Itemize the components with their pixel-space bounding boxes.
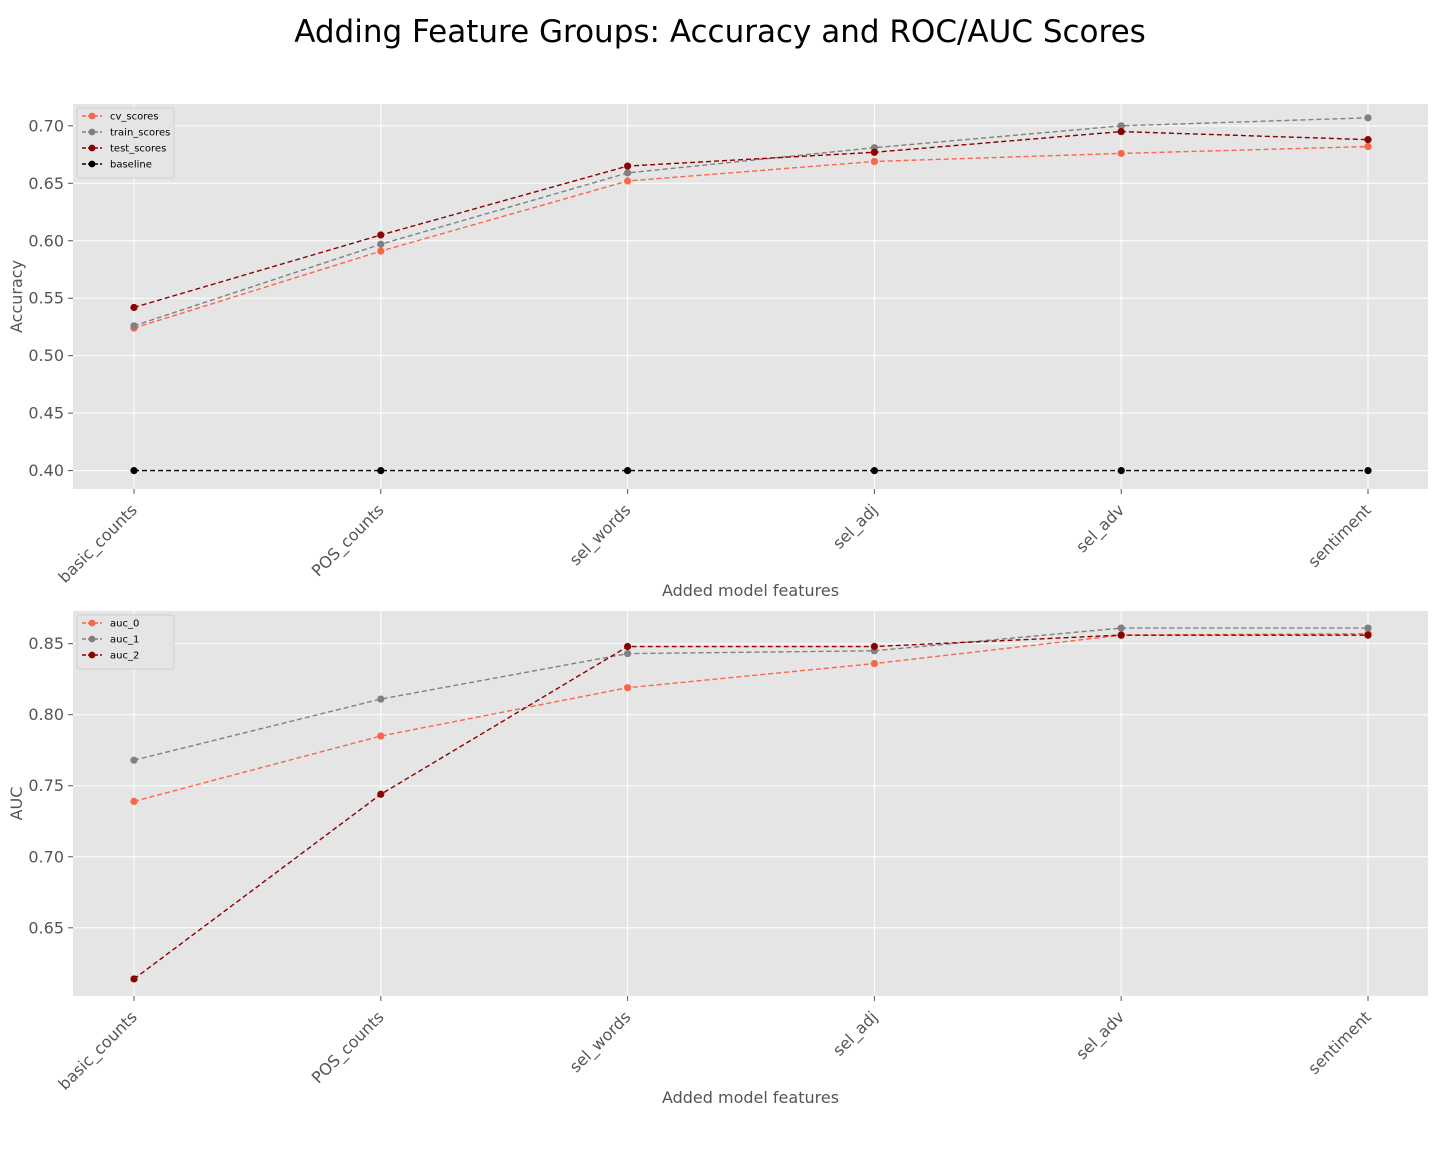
legend-label-cv_scores: cv_scores — [110, 112, 159, 123]
data-point-baseline — [870, 467, 879, 475]
data-point-auc_1 — [1364, 624, 1372, 632]
data-point-auc_2 — [377, 790, 385, 798]
x-tick-label: sentiment — [1304, 1007, 1375, 1078]
x-tick-label: sel_adv — [1072, 500, 1129, 557]
x-tick-label: sel_adj — [829, 500, 882, 553]
data-point-test_scores — [870, 148, 879, 156]
data-point-auc_0 — [377, 732, 385, 740]
data-point-train_scores — [130, 322, 138, 330]
y-tick-label: 0.80 — [28, 705, 64, 724]
y-tick-label: 0.70 — [28, 116, 64, 135]
plot-area — [73, 104, 1428, 489]
legend-label-baseline: baseline — [110, 160, 152, 171]
data-point-train_scores — [1364, 114, 1372, 122]
y-axis-label: AUC — [7, 787, 26, 821]
x-axis-label: Added model features — [662, 1088, 839, 1107]
data-point-train_scores — [624, 169, 632, 177]
data-point-baseline — [624, 467, 632, 475]
legend-marker-auc_2 — [88, 651, 96, 659]
data-point-test_scores — [377, 231, 385, 239]
data-point-baseline — [1117, 467, 1125, 475]
legend-box — [76, 107, 175, 179]
y-tick-label: 0.85 — [28, 634, 64, 653]
x-tick-label: sel_words — [566, 500, 636, 570]
data-point-auc_2 — [870, 642, 879, 651]
x-tick-label: POS_counts — [308, 1007, 389, 1088]
x-tick-label: sel_adj — [829, 1007, 882, 1060]
y-tick-label: 0.50 — [28, 346, 64, 365]
legend-label-train_scores: train_scores — [110, 128, 170, 139]
x-tick-label: sel_adv — [1072, 1007, 1129, 1064]
x-tick-label: basic_counts — [55, 500, 142, 587]
legend-marker-baseline — [88, 160, 96, 168]
data-point-auc_2 — [130, 975, 138, 983]
series-line-train_scores — [133, 117, 1369, 327]
data-point-auc_1 — [624, 650, 632, 658]
x-tick-label: basic_counts — [55, 1007, 142, 1094]
legend-label-auc_0: auc_0 — [110, 619, 139, 630]
legend-label-auc_1: auc_1 — [110, 635, 139, 646]
data-point-auc_1 — [1117, 624, 1125, 632]
data-point-baseline — [377, 467, 385, 475]
data-point-cv_scores — [1364, 142, 1372, 151]
data-point-auc_1 — [377, 695, 385, 703]
data-point-cv_scores — [1117, 149, 1125, 158]
y-tick-label: 0.45 — [28, 404, 64, 423]
data-point-auc_2 — [1364, 631, 1372, 639]
y-tick-label: 0.65 — [28, 918, 64, 937]
data-point-test_scores — [1117, 127, 1125, 136]
data-point-baseline — [130, 467, 138, 475]
data-point-cv_scores — [624, 177, 632, 185]
legend-marker-auc_0 — [88, 619, 96, 627]
data-point-auc_2 — [1117, 631, 1125, 639]
data-point-auc_1 — [130, 756, 138, 764]
legend: cv_scores train_scores test_scores baseline — [76, 107, 175, 179]
plot-area — [73, 611, 1428, 996]
series-line-auc_1 — [133, 627, 1368, 761]
data-point-baseline — [1364, 467, 1372, 475]
data-point-test_scores — [130, 303, 138, 312]
legend-marker-test_scores — [88, 144, 96, 152]
series-line-auc_2 — [133, 634, 1368, 980]
data-point-auc_0 — [130, 797, 138, 805]
subplot-2: 0.65 0.70 0.75 0.80 0.85 basic_counts POS_coun… — [7, 611, 1428, 1107]
legend-marker-auc_1 — [88, 635, 96, 643]
chart-title: Adding Feature Groups: Accuracy and ROC/… — [294, 14, 1146, 50]
y-tick-label: 0.55 — [28, 289, 64, 308]
series-line-test_scores — [133, 130, 1369, 309]
data-point-auc_2 — [624, 642, 632, 651]
x-tick-label: sel_words — [566, 1007, 636, 1077]
legend-marker-train_scores — [88, 128, 96, 136]
y-tick-label: 0.65 — [28, 174, 64, 193]
series-line-cv_scores — [133, 145, 1369, 329]
y-tick-label: 0.60 — [28, 231, 64, 250]
x-tick-label: POS_counts — [308, 500, 389, 581]
x-tick-label: sentiment — [1304, 500, 1375, 571]
legend: auc_0 auc_1 auc_2 — [76, 614, 175, 670]
data-point-train_scores — [1117, 122, 1125, 130]
subplot-1: 0.40 0.45 0.50 0.55 0.60 0.65 0.70 basic_counts… — [7, 104, 1428, 600]
data-point-test_scores — [624, 162, 632, 170]
data-point-train_scores — [377, 240, 385, 248]
y-tick-label: 0.40 — [28, 461, 64, 480]
y-axis-label: Accuracy — [7, 260, 26, 333]
legend-marker-cv_scores — [88, 112, 96, 120]
y-tick-label: 0.75 — [28, 776, 64, 795]
data-point-cv_scores — [870, 157, 879, 166]
y-tick-label: 0.70 — [28, 847, 64, 866]
data-point-cv_scores — [377, 247, 385, 255]
legend-label-test_scores: test_scores — [110, 144, 166, 155]
legend-label-auc_2: auc_2 — [110, 651, 139, 662]
data-point-test_scores — [1364, 136, 1372, 144]
data-point-auc_0 — [870, 659, 879, 668]
data-point-auc_0 — [624, 684, 632, 692]
x-axis-label: Added model features — [662, 581, 839, 600]
